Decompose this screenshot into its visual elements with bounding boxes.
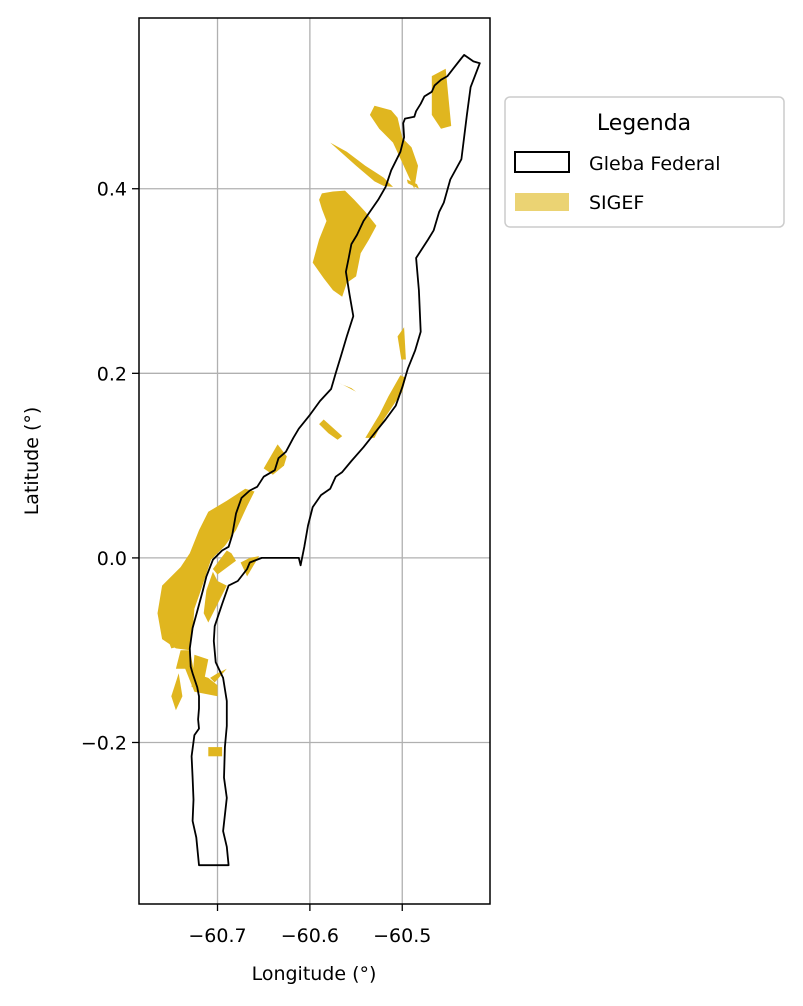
gleba-federal-layer — [188, 54, 481, 867]
legend-label-sigef: SIGEF — [589, 192, 644, 214]
y-tick-label-3: 0.4 — [97, 179, 127, 201]
sigef-parcels — [157, 68, 452, 757]
sigef-parcel-16 — [171, 673, 183, 711]
legend-swatch-gleba-federal — [514, 151, 570, 173]
sigef-parcel-6 — [365, 375, 406, 438]
y-tick-label-1: 0.0 — [97, 548, 127, 570]
plot-frame — [138, 17, 491, 905]
x-axis-ticks: −60.7 −60.6 −60.5 — [188, 904, 431, 947]
y-tick-label-2: 0.2 — [97, 363, 127, 385]
sigef-parcel-15 — [175, 650, 218, 697]
sigef-parcel-2 — [330, 142, 393, 187]
sigef-parcel-5 — [397, 327, 406, 360]
x-tick-label-0: −60.7 — [188, 925, 246, 947]
sigef-parcel-9 — [263, 444, 287, 475]
y-tick-label-0: −0.2 — [81, 732, 127, 754]
sigef-parcel-4 — [312, 190, 377, 297]
sigef-parcel-1 — [369, 105, 418, 189]
legend-box — [504, 96, 785, 228]
sigef-parcel-11 — [212, 550, 236, 575]
sigef-parcel-10 — [157, 488, 255, 651]
y-axis-ticks: −0.2 0.0 0.2 0.4 — [81, 179, 139, 754]
sigef-parcel-13 — [203, 571, 227, 623]
x-tick-label-2: −60.5 — [373, 925, 431, 947]
y-axis-label: Latitude (°) — [21, 407, 43, 516]
grid-lines — [139, 18, 490, 904]
sigef-parcel-17 — [210, 668, 227, 683]
legend-title: Legenda — [597, 111, 691, 136]
x-tick-label-1: −60.6 — [281, 925, 339, 947]
sigef-parcel-8 — [319, 419, 343, 440]
sigef-parcel-0 — [431, 68, 452, 129]
legend-label-gleba-federal: Gleba Federal — [589, 153, 721, 175]
legend-swatch-sigef — [515, 193, 569, 211]
x-axis-label: Longitude (°) — [252, 963, 377, 985]
sigef-parcel-19 — [166, 631, 183, 649]
sigef-parcel-18 — [208, 747, 223, 757]
sigef-parcel-7 — [337, 382, 357, 392]
legend: Legenda Gleba Federal SIGEF — [504, 96, 785, 228]
sigef-parcel-3 — [406, 179, 419, 189]
gleba-federal-outline — [188, 54, 481, 867]
